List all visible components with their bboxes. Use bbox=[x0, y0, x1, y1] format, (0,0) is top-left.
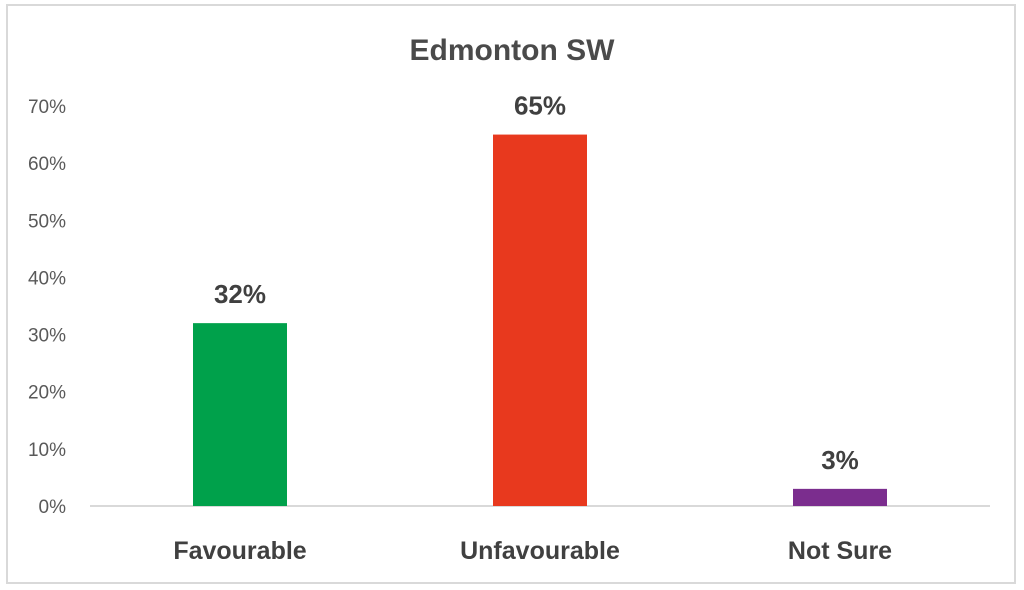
x-tick-label: Favourable bbox=[173, 537, 306, 565]
bars-group bbox=[193, 134, 887, 507]
x-tick-label: Not Sure bbox=[788, 537, 892, 565]
y-axis-ticks: 0% 10% 20% 30% 40% 50% 60% 70% bbox=[28, 97, 66, 518]
y-tick-label: 60% bbox=[28, 154, 66, 175]
data-label: 32% bbox=[214, 279, 266, 309]
y-tick-label: 10% bbox=[28, 440, 66, 461]
data-label: 3% bbox=[821, 445, 859, 475]
x-axis-ticks: Favourable Unfavourable Not Sure bbox=[173, 537, 892, 565]
bar-favourable bbox=[193, 323, 287, 506]
data-labels-group: 32% 65% 3% bbox=[214, 91, 859, 475]
data-label: 65% bbox=[514, 91, 566, 121]
y-tick-label: 70% bbox=[28, 97, 66, 118]
y-tick-label: 20% bbox=[28, 383, 66, 404]
bar-not-sure bbox=[793, 488, 887, 506]
y-tick-label: 0% bbox=[39, 497, 67, 518]
chart-title: Edmonton SW bbox=[410, 34, 616, 67]
y-tick-label: 40% bbox=[28, 268, 66, 289]
y-tick-label: 50% bbox=[28, 211, 66, 232]
x-tick-label: Unfavourable bbox=[460, 537, 620, 565]
y-tick-label: 30% bbox=[28, 326, 66, 347]
bar-unfavourable bbox=[493, 134, 587, 507]
